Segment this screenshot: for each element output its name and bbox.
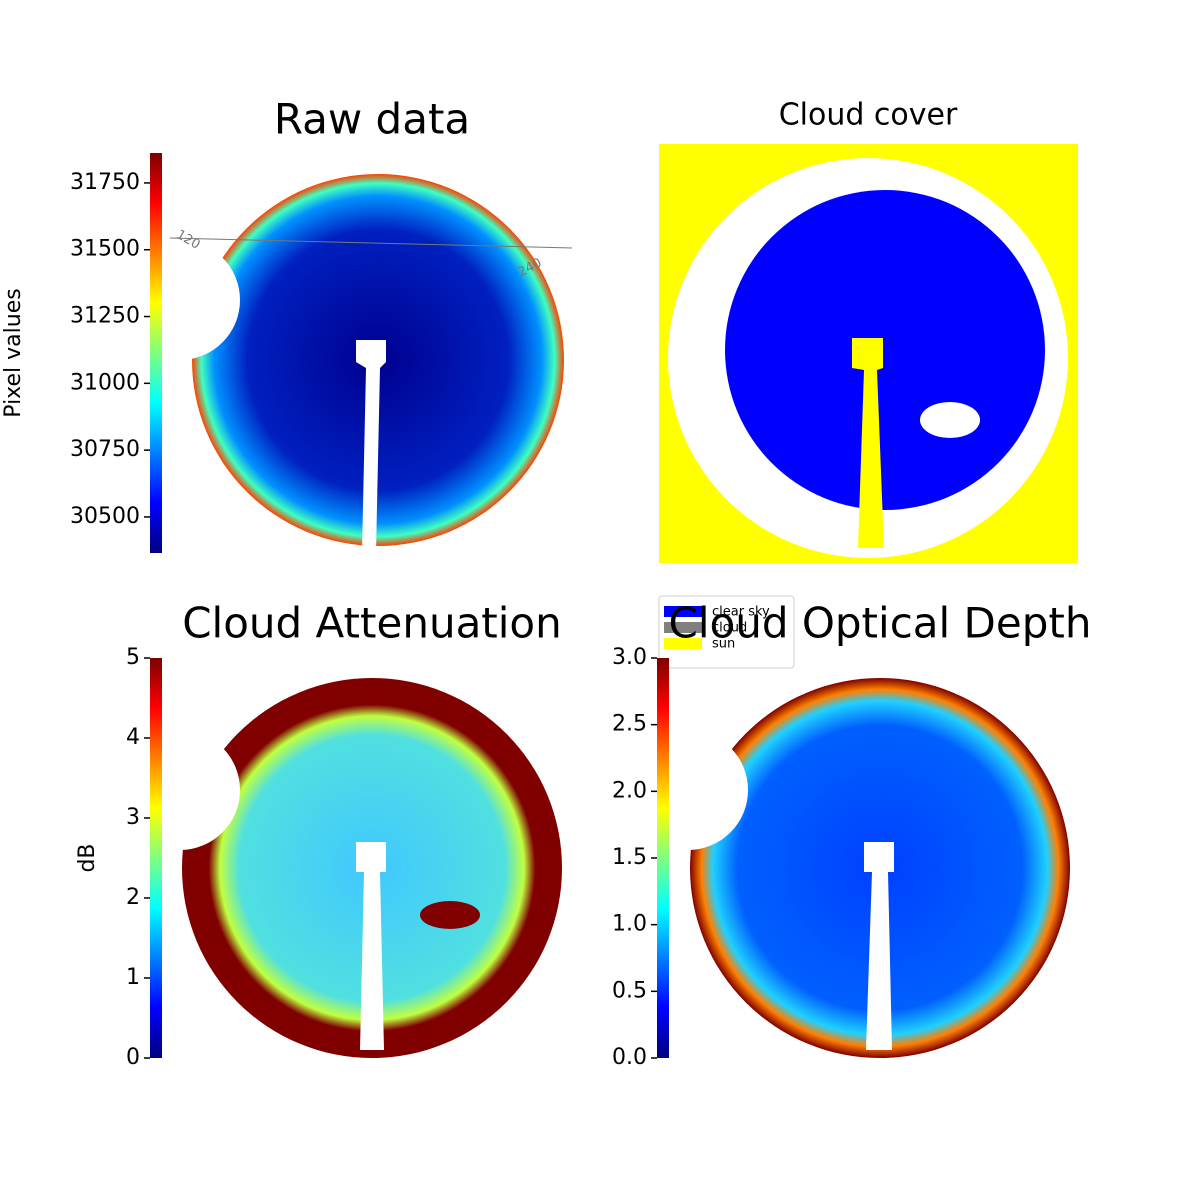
legend-label: clear sky (712, 605, 770, 620)
optical-depth-image (628, 678, 1070, 1058)
panel-title: Cloud Attenuation (182, 599, 562, 648)
tick-label: 1.0 (612, 912, 647, 937)
colorbar-label: Pixel values (1, 288, 26, 417)
colorbar (150, 658, 162, 1058)
tick-label: 0 (126, 1045, 140, 1070)
tick-label: 31000 (70, 370, 140, 395)
tick-label: 3 (126, 805, 140, 830)
clear-sky-area (725, 190, 1045, 510)
tick-label: 0.5 (612, 978, 647, 1003)
tick-label: 0.0 (612, 1045, 647, 1070)
panel-title: Cloud cover (779, 98, 958, 133)
panel-title: Cloud Optical Depth (669, 599, 1092, 648)
legend-label: sun (712, 637, 735, 652)
tick-label: 31250 (70, 304, 140, 329)
tick-label: 31500 (70, 237, 140, 262)
legend-label: cloud (712, 621, 747, 636)
legend-swatch (664, 606, 702, 617)
tick-label: 31750 (70, 170, 140, 195)
legend-swatch (664, 638, 702, 649)
legend-swatch (664, 622, 702, 633)
tick-label: 30750 (70, 437, 140, 462)
tick-label: 5 (126, 645, 140, 670)
colorbar (150, 153, 162, 553)
tick-label: 3.0 (612, 645, 647, 670)
tick-label: 1.5 (612, 845, 647, 870)
tick-label: 2 (126, 885, 140, 910)
colorbar (657, 658, 669, 1058)
tick-label: 30500 (70, 504, 140, 529)
tick-label: 1 (126, 965, 140, 990)
tick-label: 2.0 (612, 778, 647, 803)
colorbar-label: dB (75, 843, 100, 872)
tick-label: 2.5 (612, 712, 647, 737)
attenuation-image (120, 678, 562, 1058)
tick-label: 4 (126, 725, 140, 750)
panel-title: Raw data (274, 95, 470, 144)
cloud-cover-image (659, 144, 1078, 563)
